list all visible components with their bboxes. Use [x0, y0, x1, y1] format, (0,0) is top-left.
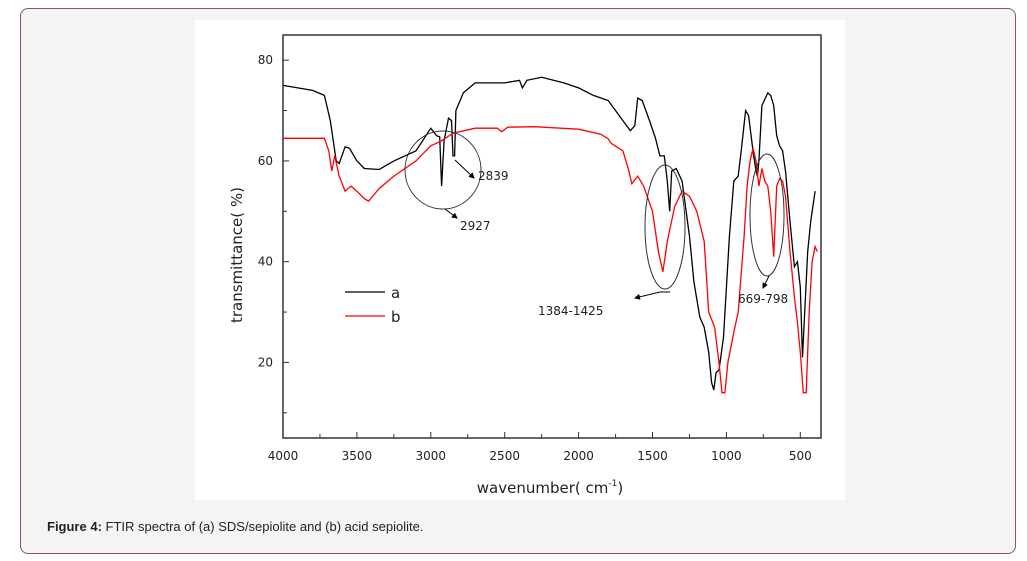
x-tick-label: 2500 — [489, 449, 520, 463]
y-tick-label: 80 — [258, 53, 273, 67]
annotation-label: 669-798 — [738, 292, 788, 306]
legend-label-a: a — [391, 284, 400, 302]
series-a-line — [282, 76, 816, 391]
x-axis-label-sup: -1 — [608, 479, 617, 489]
x-tick-label: 3000 — [416, 449, 447, 463]
arrow-669-798 — [762, 275, 770, 289]
ellipse-2927 — [404, 130, 482, 210]
y-tick-label: 40 — [258, 255, 273, 269]
ellipse-669-798 — [749, 153, 785, 277]
x-axis-label: wavenumber( cm-1) — [477, 479, 623, 497]
x-tick-label: 2000 — [563, 449, 594, 463]
y-tick-label: 60 — [258, 154, 273, 168]
annotation-label: 1384-1425 — [538, 304, 603, 318]
arrow-2839 — [454, 159, 475, 179]
x-tick-label: 4000 — [268, 449, 299, 463]
x-axis-label-close: ) — [617, 479, 623, 497]
x-tick-label: 1000 — [711, 449, 742, 463]
y-tick-label: 20 — [258, 355, 273, 369]
ellipse-1384-1425 — [644, 164, 686, 290]
x-tick-label: 1500 — [637, 449, 668, 463]
series-b-line — [283, 126, 818, 394]
x-tick-label: 3500 — [342, 449, 373, 463]
x-axis-label-main: wavenumber( cm — [477, 479, 609, 497]
caption-text: FTIR spectra of (a) SDS/sepiolite and (b… — [101, 519, 424, 534]
y-axis-label: transmittance( %) — [228, 187, 246, 323]
annotation-label: 2839 — [478, 169, 509, 183]
legend-label-b: b — [391, 308, 401, 326]
figure-caption: Figure 4: FTIR spectra of (a) SDS/sepiol… — [47, 519, 423, 534]
annotation-label: 2927 — [460, 219, 491, 233]
arrow-1384-1425 — [634, 291, 670, 300]
arrow-2927 — [444, 208, 458, 219]
caption-label: Figure 4: — [47, 519, 102, 534]
chart-svg: 4000 3500 3000 2500 2000 1500 1000 50020406080 … — [228, 34, 822, 497]
plot-frame — [282, 34, 822, 439]
x-tick-label: 500 — [789, 449, 812, 463]
ftir-chart: 4000 3500 3000 2500 2000 1500 1000 500 20 40 60 80 … — [195, 20, 845, 500]
